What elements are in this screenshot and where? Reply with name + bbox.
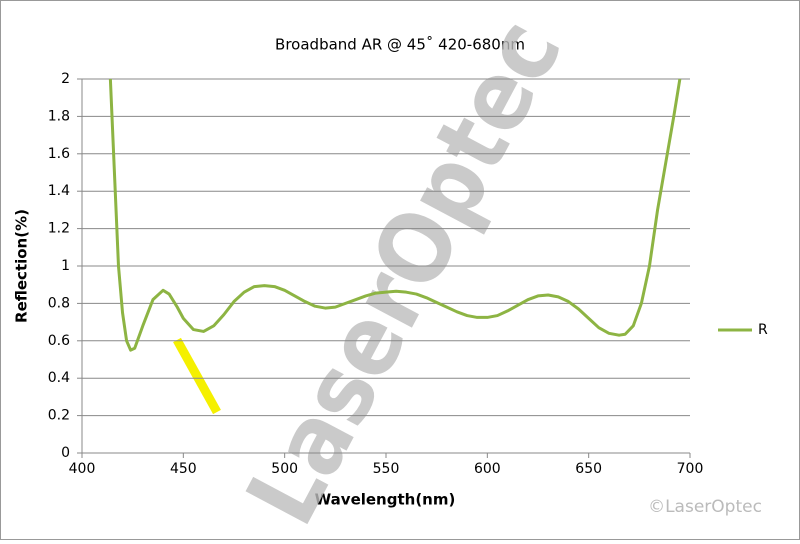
data-line (108, 78, 682, 352)
legend-label: R (758, 322, 768, 338)
x-tick-label: 700 (677, 461, 704, 477)
y-tick-label: 1.8 (48, 108, 70, 124)
y-tick-label: 0.4 (48, 370, 70, 386)
x-tick-label: 450 (170, 461, 197, 477)
y-tick-label: 0.2 (48, 408, 70, 424)
y-tick-label: 2 (61, 71, 70, 87)
y-tick-label: 1.2 (48, 221, 70, 237)
y-tick-label: 0.8 (48, 295, 70, 311)
y-tick-label: 1.6 (48, 146, 70, 162)
y-tick-label: 0.6 (48, 333, 70, 349)
y-tick-label: 0 (61, 445, 70, 461)
x-tick-label: 600 (474, 461, 501, 477)
y-tick-label: 1 (61, 258, 70, 274)
x-tick-label: 650 (575, 461, 602, 477)
y-tick-label: 1.4 (48, 183, 70, 199)
x-tick-label: 550 (373, 461, 400, 477)
x-tick-label: 500 (271, 461, 298, 477)
chart-title: Broadband AR @ 45˚ 420-680nm (275, 36, 525, 54)
y-axis-label: Reflection(%) (13, 209, 31, 323)
x-tick-label: 400 (69, 461, 96, 477)
highlight-slash (173, 337, 221, 415)
x-axis-label: Wavelength(nm) (315, 491, 456, 509)
copyright: ©LaserOptec (648, 497, 762, 517)
